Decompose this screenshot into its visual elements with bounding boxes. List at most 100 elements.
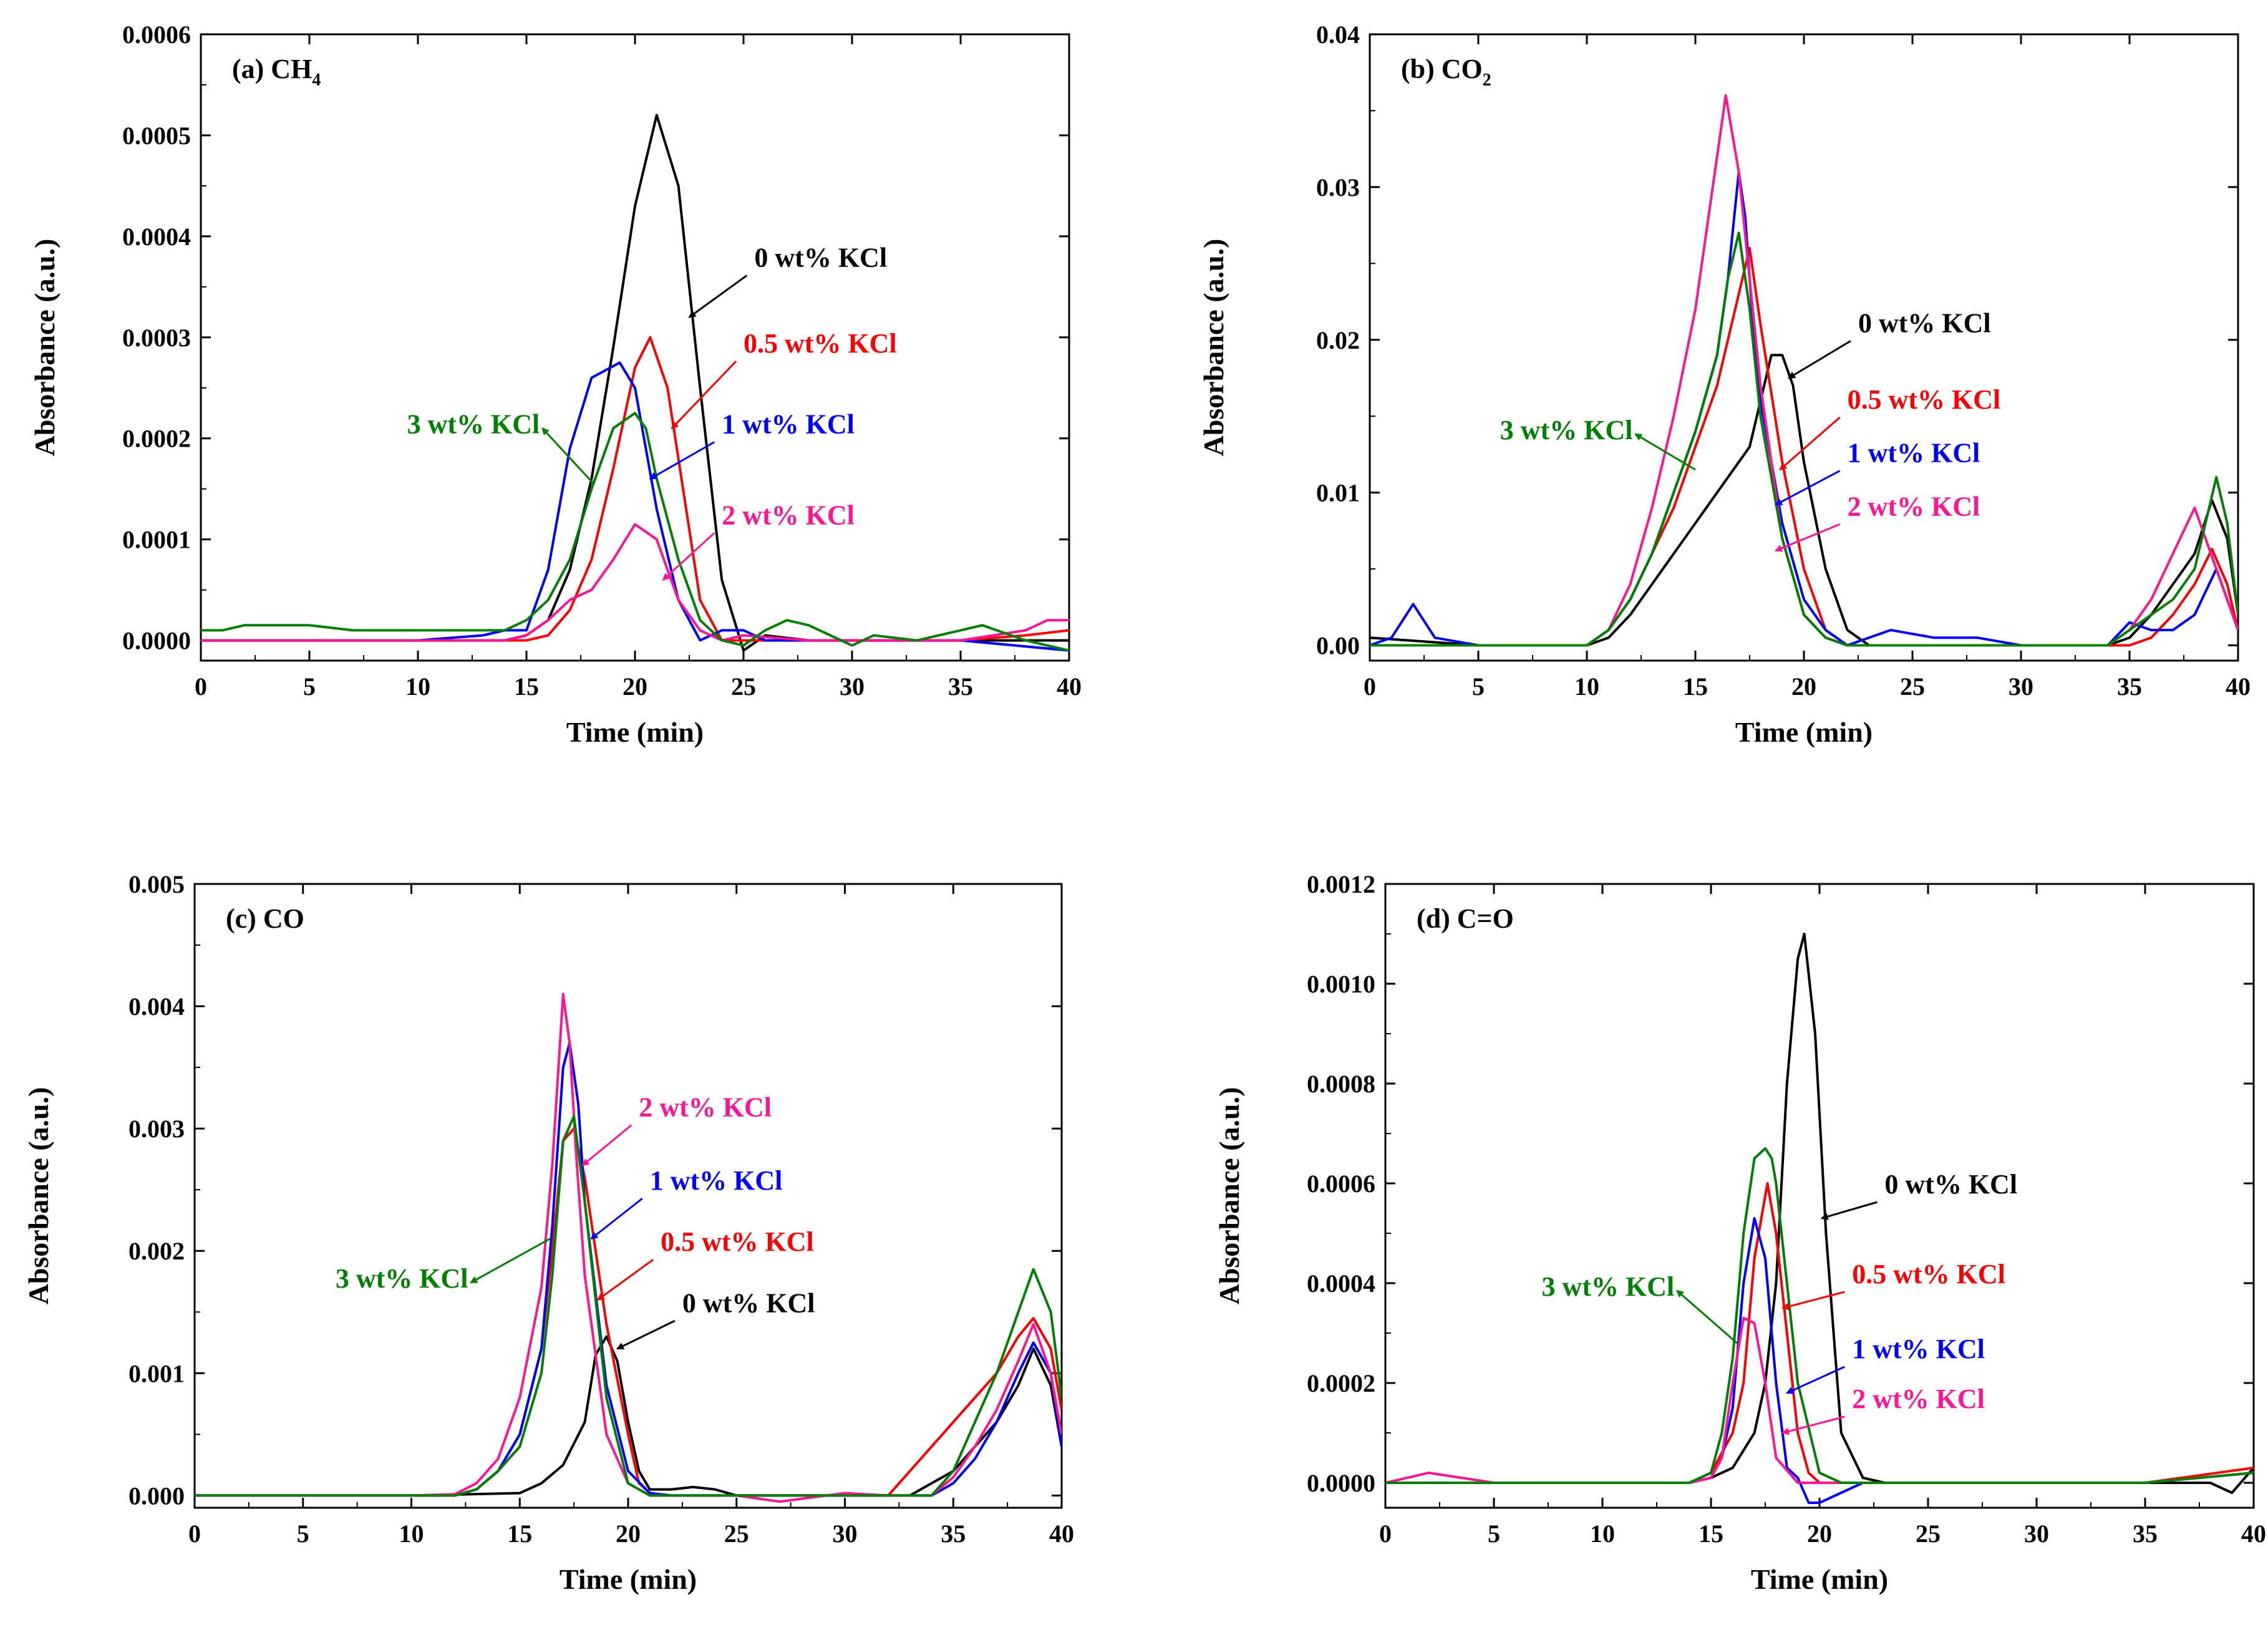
annotation-label: 0 wt% KCl [1884, 1169, 2017, 1200]
annotation-arrow [541, 427, 594, 485]
annotation-label: 2 wt% KCl [1852, 1384, 1985, 1414]
x-tick-label: 5 [1488, 1520, 1500, 1548]
x-tick-label: 30 [840, 672, 865, 701]
panel-title: (a) CH4 [232, 54, 321, 90]
annotation-label: 3 wt% KCl [1542, 1271, 1675, 1302]
x-tick-label: 35 [948, 672, 973, 701]
panel-title-subscript: 2 [1483, 70, 1491, 90]
x-tick-label: 35 [2117, 672, 2142, 701]
y-tick-label: 0.02 [1316, 326, 1360, 354]
y-tick-label: 0.005 [128, 870, 185, 898]
annotation-label: 0.5 wt% KCl [1852, 1259, 2005, 1289]
x-axis-title: Time (min) [1735, 716, 1873, 748]
y-tick-label: 0.001 [128, 1359, 185, 1387]
x-tick-label: 5 [303, 672, 316, 701]
annotation-label: 2 wt% KCl [639, 1092, 772, 1123]
series-line-0-wt-kcl [1385, 933, 2254, 1494]
x-tick-label: 15 [1683, 672, 1708, 701]
annotation-arrow [662, 532, 715, 581]
panel-title: (c) CO [226, 903, 304, 934]
series-line-3-wt-kcl [195, 1115, 1062, 1497]
panel-title: (d) C=O [1417, 903, 1514, 934]
annotation-arrow [596, 1259, 654, 1301]
annotation-label: 0 wt% KCl [1858, 308, 1991, 339]
annotation-label: 0 wt% KCl [682, 1288, 815, 1318]
x-tick-label: 0 [195, 672, 207, 701]
annotation-label: 0.5 wt% KCl [744, 328, 897, 359]
y-tick-label: 0.0004 [1307, 1269, 1375, 1298]
x-tick-label: 30 [2009, 672, 2033, 701]
annotation-label: 0.5 wt% KCl [661, 1226, 814, 1257]
x-tick-label: 0 [1379, 1520, 1392, 1548]
y-tick-label: 0.0008 [1307, 1070, 1375, 1098]
annotation-arrow [1781, 1291, 1845, 1311]
y-tick-label: 0.0010 [1307, 970, 1375, 998]
x-axis-title: Time (min) [560, 1563, 697, 1595]
panel-title: (b) CO2 [1401, 54, 1491, 90]
series-line-0-wt-kcl [195, 1335, 1062, 1497]
annotation-label: 2 wt% KCl [1848, 491, 1980, 522]
x-tick-label: 25 [724, 1520, 749, 1548]
y-axis-title: Absorbance (a.u.) [29, 239, 61, 457]
y-axis-title: Absorbance (a.u.) [1198, 239, 1229, 457]
y-tick-label: 0.04 [1316, 21, 1360, 49]
x-tick-label: 30 [833, 1520, 858, 1548]
series-line-0-5-wt-kcl [201, 336, 1069, 642]
y-tick-label: 0.003 [128, 1115, 185, 1143]
series-line-3-wt-kcl [1370, 231, 2238, 647]
annotation-arrow [590, 1198, 643, 1240]
y-tick-label: 0.0006 [122, 21, 191, 49]
annotation-label: 0.5 wt% KCl [1848, 384, 2001, 415]
y-axis-title: Absorbance (a.u.) [1213, 1087, 1245, 1305]
annotation-label: 1 wt% KCl [1852, 1334, 1985, 1364]
y-tick-label: 0.03 [1316, 173, 1360, 201]
x-tick-label: 20 [623, 672, 647, 701]
plot-frame [1384, 883, 2255, 1509]
annotation-arrow [1634, 433, 1696, 471]
plot-frame [200, 33, 1070, 662]
plot-frame [193, 883, 1063, 1509]
x-tick-label: 5 [1472, 672, 1485, 701]
x-axis-title: Time (min) [1751, 1563, 1888, 1595]
x-tick-label: 15 [514, 672, 539, 701]
annotation-arrow [1785, 1366, 1845, 1394]
y-tick-label: 0.0006 [1307, 1170, 1375, 1198]
annotation-arrow [1781, 1415, 1845, 1435]
y-tick-label: 0.004 [128, 992, 185, 1021]
series-line-3-wt-kcl [201, 412, 1069, 652]
x-tick-label: 5 [297, 1520, 309, 1548]
series-line-1-wt-kcl [1370, 170, 2238, 647]
annotation-arrow [671, 361, 737, 429]
y-tick-label: 0.002 [128, 1237, 185, 1265]
series-line-2-wt-kcl [201, 523, 1069, 642]
x-tick-label: 20 [1791, 672, 1816, 701]
y-tick-label: 0.0003 [122, 324, 191, 352]
x-tick-label: 35 [941, 1520, 966, 1548]
x-tick-label: 0 [188, 1520, 201, 1548]
panel-title-main: (a) CH [232, 54, 312, 84]
y-tick-label: 0.0002 [1307, 1369, 1375, 1397]
x-tick-label: 15 [507, 1520, 532, 1548]
y-tick-label: 0.00 [1316, 632, 1360, 660]
chart-panel-b: 0 5 10 15 20 25 30 35 40 0.00 0.01 0.02 0.03 0.04 Time… [1198, 21, 2251, 748]
y-tick-label: 0.0004 [122, 223, 191, 251]
y-tick-label: 0.0001 [122, 526, 191, 554]
x-tick-label: 25 [731, 672, 756, 701]
chart-panel-d: 0 5 10 15 20 25 30 35 40 0.0000 0.0002 0.0004 0.0006… [1213, 870, 2266, 1595]
series-line-0-5-wt-kcl [195, 1127, 1062, 1497]
annotation-arrow [1779, 416, 1841, 471]
series-group [201, 114, 1069, 652]
x-tick-label: 40 [2226, 672, 2251, 701]
x-axis-title: Time (min) [566, 716, 704, 748]
series-line-3-wt-kcl [1385, 1147, 2254, 1484]
panel-title-main: (b) CO [1401, 54, 1483, 84]
chart-panel-a: 0 5 10 15 20 25 30 35 40 0.0000 0.0001 0.0002 0.0003… [29, 21, 1082, 748]
y-tick-label: 0.000 [128, 1482, 185, 1510]
x-tick-label: 10 [399, 1520, 424, 1548]
annotation-arrow [616, 1319, 676, 1350]
annotation-label: 3 wt% KCl [336, 1263, 468, 1294]
x-tick-label: 40 [1057, 672, 1082, 701]
annotation-label: 1 wt% KCl [650, 1165, 783, 1196]
annotation-arrow [1676, 1289, 1738, 1344]
